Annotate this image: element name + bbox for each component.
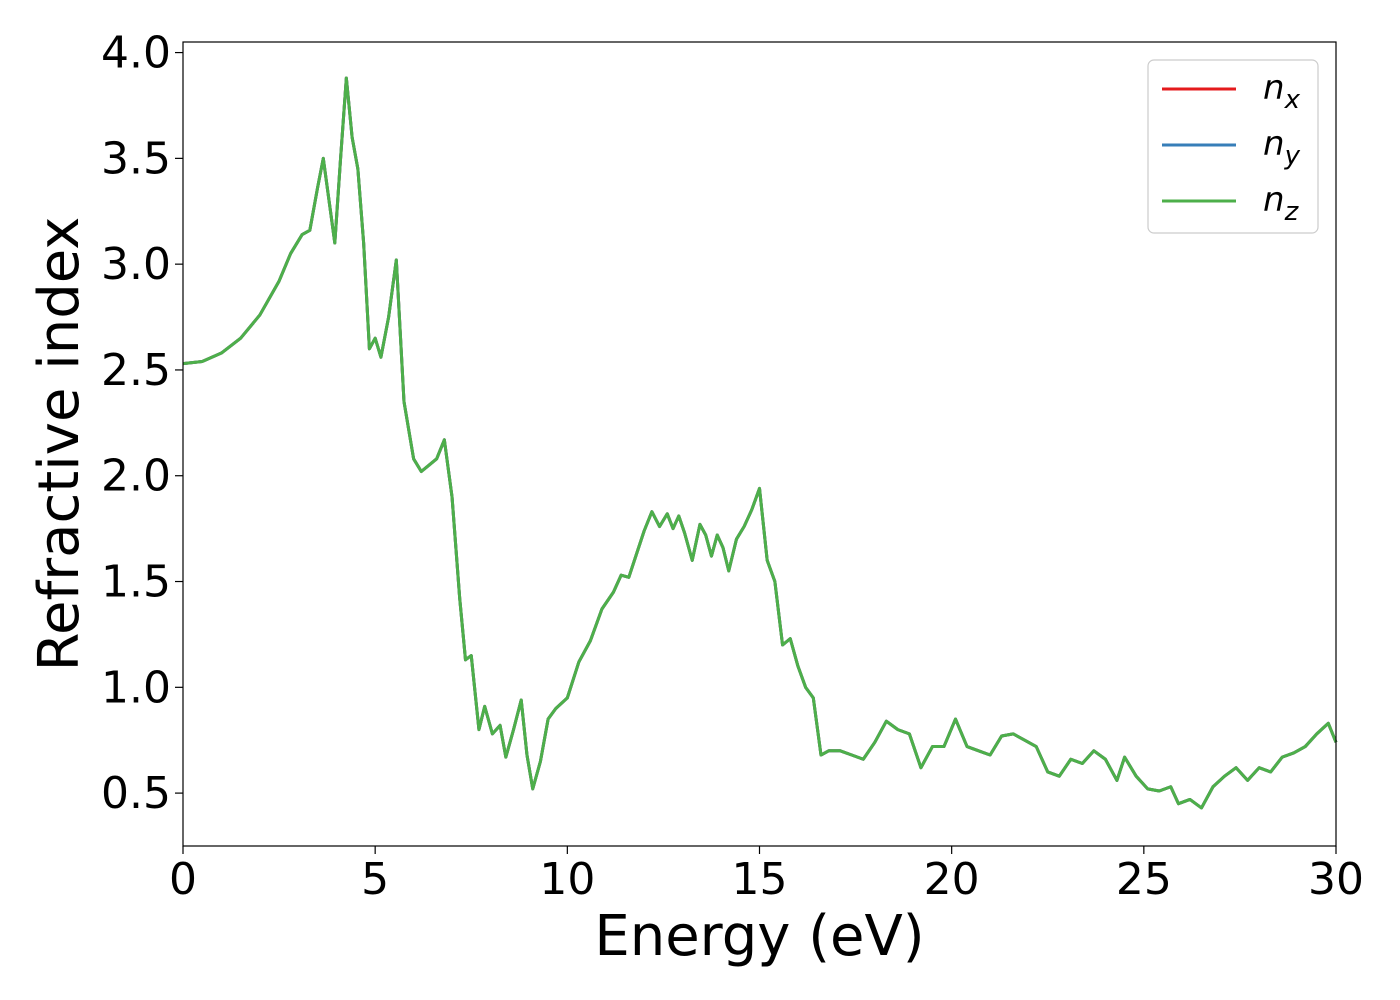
y-tick-label: 2.0 [101, 451, 171, 502]
x-tick-label: 20 [924, 854, 980, 905]
y-tick-label: 2.5 [101, 345, 171, 396]
y-tick-label: 4.0 [101, 28, 171, 79]
series-group [182, 76, 1338, 810]
y-tick-label: 3.0 [101, 239, 171, 290]
x-tick-label: 15 [732, 854, 788, 905]
x-axis-label: Energy (eV) [594, 904, 924, 969]
y-axis-label: Refractive index [27, 217, 92, 672]
y-tick-label: 0.5 [101, 768, 171, 819]
y-tick-label: 3.5 [101, 133, 171, 184]
x-axis-ticks: 0 5 10 15 20 25 30 [169, 846, 1364, 905]
y-tick-label: 1.5 [101, 557, 171, 608]
x-tick-label: 25 [1116, 854, 1172, 905]
x-tick-label: 5 [361, 854, 389, 905]
x-tick-label: 0 [169, 854, 197, 905]
x-tick-label: 10 [539, 854, 595, 905]
x-tick-label: 30 [1308, 854, 1364, 905]
series-line-n-z [182, 76, 1338, 810]
y-axis-ticks: 0.5 1.0 1.5 2.0 2.5 3.0 3.5 4.0 [101, 28, 183, 819]
y-tick-label: 1.0 [101, 662, 171, 713]
